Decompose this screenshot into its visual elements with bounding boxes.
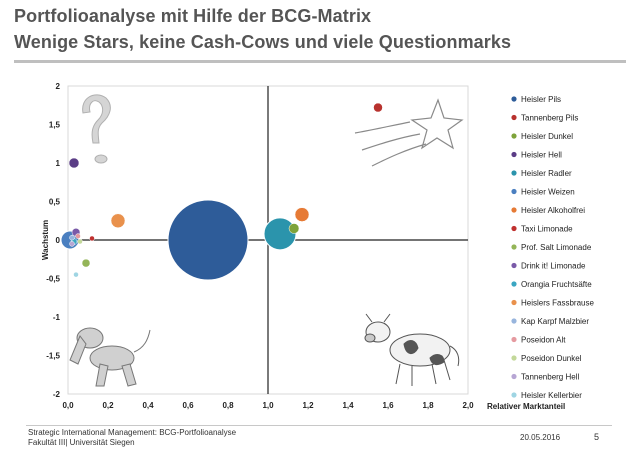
data-bubble: Prof. Salt Limonade xyxy=(81,258,91,268)
legend-label: Heisler Alkoholfrei xyxy=(521,206,585,215)
legend-label: Heisler Radler xyxy=(521,169,572,178)
y-tick-label: 1 xyxy=(56,159,61,168)
legend-marker xyxy=(511,355,517,361)
footer-course: Strategic International Management: BCG-… xyxy=(28,428,237,437)
legend-label: Heisler Weizen xyxy=(521,188,575,197)
data-bubble: Heisler Kellerbier xyxy=(73,271,79,278)
data-bubble: Poseidon Dunkel xyxy=(77,238,83,245)
cow-icon xyxy=(364,313,460,386)
slide-subtitle: Wenige Stars, keine Cash-Cows und viele … xyxy=(14,32,512,52)
data-bubble: Heisler Hell xyxy=(68,157,80,169)
legend-label: Orangia Fruchtsäfte xyxy=(521,280,592,289)
slide-title: Portfolioanalyse mit Hilfe der BCG-Matri… xyxy=(14,6,372,26)
legend-label: Heisler Hell xyxy=(521,151,562,160)
data-bubble: Tannenberg Hell xyxy=(69,241,75,247)
legend-marker xyxy=(511,281,517,287)
legend-marker xyxy=(511,373,517,380)
data-bubble: Heisler Dunkel xyxy=(288,223,300,234)
legend-label: Heisler Pils xyxy=(521,95,561,104)
footer-date: 20.05.2016 xyxy=(520,433,561,442)
data-bubble: Tannenberg Pils xyxy=(373,102,383,113)
x-tick-label: 0,6 xyxy=(182,401,194,410)
legend-label: Heislers Fassbrause xyxy=(521,299,594,308)
x-tick-label: 0,2 xyxy=(102,401,114,410)
shooting-star-icon xyxy=(354,98,464,167)
legend-label: Poseidon Dunkel xyxy=(521,354,582,363)
x-axis-label: Relativer Marktanteil xyxy=(487,402,565,411)
legend-marker xyxy=(511,170,517,176)
x-tick-label: 2,0 xyxy=(462,401,474,410)
chart-legend: Heisler Pils Tannenberg Pils Heisler Dunke… xyxy=(511,95,594,400)
x-tick-label: 0,4 xyxy=(142,401,154,410)
legend-label: Drink it! Limonade xyxy=(521,262,586,271)
legend-marker xyxy=(511,244,517,250)
y-tick-label: -2 xyxy=(53,390,61,399)
y-tick-label: -0,5 xyxy=(46,275,60,284)
legend-marker xyxy=(511,96,517,102)
legend-marker xyxy=(511,207,517,213)
bcg-matrix-chart: 0,0 0,2 0,4 0,6 0,8 1,0 1,2 1,4 1,6 1,8 2,0 2 1,5 1 0,… xyxy=(41,82,594,411)
x-tick-label: 0,8 xyxy=(222,401,234,410)
legend-marker xyxy=(511,318,517,324)
y-tick-label: 2 xyxy=(56,82,61,91)
title-divider xyxy=(14,60,626,63)
legend-marker xyxy=(511,225,517,232)
footer-faculty: Fakultät III| Universität Siegen xyxy=(28,438,135,447)
chart-grid: 0,0 0,2 0,4 0,6 0,8 1,0 1,2 1,4 1,6 1,8 2,0 2 1,5 1 0,… xyxy=(46,82,474,410)
y-tick-label: 1,5 xyxy=(49,121,61,130)
x-tick-label: 1,8 xyxy=(422,401,434,410)
data-bubble: Taxi Limonade xyxy=(89,235,95,242)
footer-divider xyxy=(26,425,612,426)
data-bubble: Poseidon Alt xyxy=(75,233,81,239)
y-tick-label: -1 xyxy=(53,313,61,322)
data-bubble: Heisler Pils xyxy=(167,199,249,281)
legend-marker xyxy=(511,392,517,398)
legend-label: Heisler Dunkel xyxy=(521,132,573,141)
y-tick-label: 0 xyxy=(56,236,61,245)
x-tick-label: 1,6 xyxy=(382,401,394,410)
footer-info: Strategic International Management: BCG-… xyxy=(28,428,236,448)
legend-label: Heisler Kellerbier xyxy=(521,391,582,400)
question-mark-icon xyxy=(82,94,111,164)
legend-label: Prof. Salt Limonade xyxy=(521,243,592,252)
x-tick-label: 1,2 xyxy=(302,401,314,410)
data-bubble: Kap Karpf Malzbier xyxy=(69,234,75,241)
dog-icon xyxy=(69,327,151,387)
y-tick-label: -1,5 xyxy=(46,352,60,361)
legend-marker xyxy=(511,299,517,306)
x-tick-label: 1,0 xyxy=(262,401,274,410)
legend-label: Kap Karpf Malzbier xyxy=(521,317,589,326)
legend-label: Tannenberg Pils xyxy=(521,114,578,123)
legend-marker xyxy=(511,133,517,139)
legend-marker xyxy=(511,336,517,343)
legend-marker xyxy=(511,188,517,195)
legend-marker xyxy=(511,262,517,269)
legend-label: Taxi Limonade xyxy=(521,225,573,234)
x-tick-label: 0,0 xyxy=(62,401,74,410)
page-number: 5 xyxy=(594,432,600,442)
y-axis-label: Wachstum xyxy=(41,220,50,260)
data-bubble: Heislers Fassbrause xyxy=(110,213,126,228)
y-tick-label: 0,5 xyxy=(49,198,61,207)
data-bubble: Heisler Alkoholfrei xyxy=(294,207,310,222)
legend-marker xyxy=(511,114,517,121)
x-tick-label: 1,4 xyxy=(342,401,354,410)
legend-label: Poseidon Alt xyxy=(521,336,566,345)
data-bubble: Heisler Radler xyxy=(263,217,297,251)
legend-label: Tannenberg Hell xyxy=(521,373,579,382)
legend-marker xyxy=(511,151,517,158)
